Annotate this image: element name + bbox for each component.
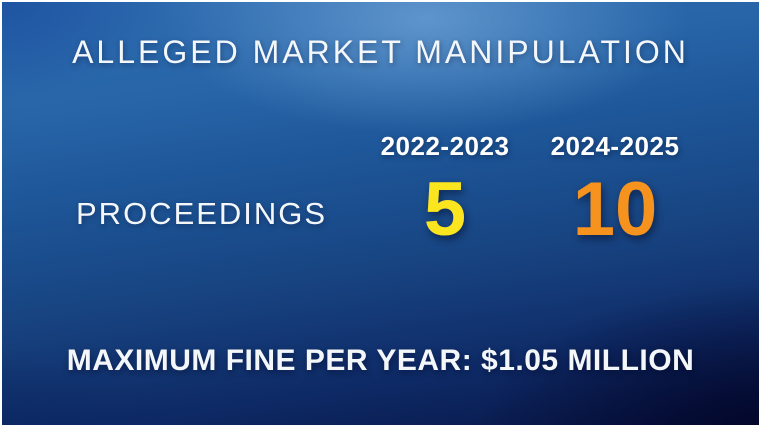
value-2024-2025: 10 xyxy=(572,167,658,252)
graphic-title: ALLEGED MARKET MANIPULATION xyxy=(72,34,689,70)
column-header-2024-2025: 2024-2025 xyxy=(550,131,680,161)
row-label-proceedings: PROCEEDINGS xyxy=(76,196,328,231)
value-2022-2023: 5 xyxy=(423,167,467,252)
column-header-2022-2023: 2022-2023 xyxy=(380,131,510,161)
footer-note: MAXIMUM FINE PER YEAR: $1.05 MILLION xyxy=(66,344,695,377)
